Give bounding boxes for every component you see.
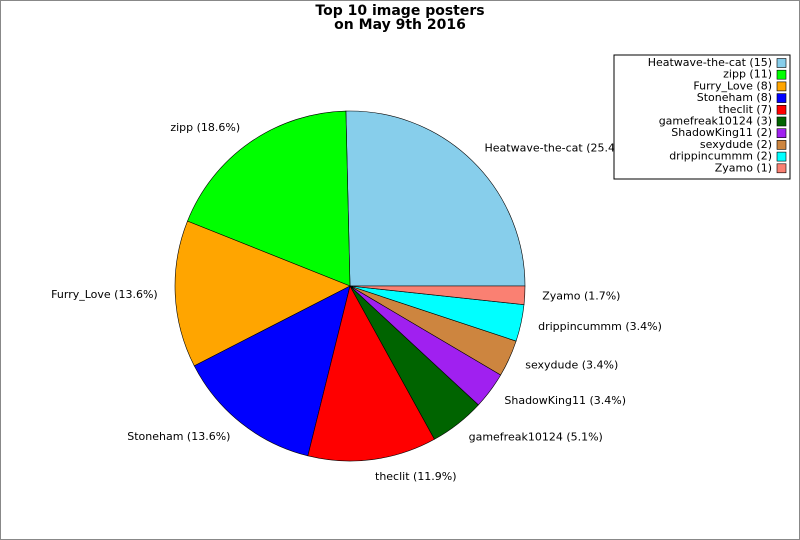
slice-label: ShadowKing11 (3.4%)	[504, 394, 626, 407]
legend-swatch	[776, 69, 787, 80]
legend-label: Zyamo (1)	[715, 161, 772, 174]
chart-subtitle: on May 9th 2016	[334, 17, 466, 33]
legend-label: Heatwave-the-cat (15)	[648, 56, 772, 69]
slice-label: zipp (18.6%)	[170, 121, 240, 134]
legend-swatch	[776, 116, 787, 127]
legend-box	[613, 54, 791, 180]
legend-swatch	[776, 151, 787, 162]
slice-label: Furry_Love (13.6%)	[51, 288, 158, 301]
legend-swatch	[776, 163, 787, 174]
legend-label: gamefreak10124 (3)	[659, 115, 772, 128]
legend-label: theclit (7)	[718, 103, 772, 116]
slice-label: gamefreak10124 (5.1%)	[469, 431, 603, 444]
pie-slice	[307, 285, 435, 462]
chart-title: Top 10 image posters	[315, 3, 484, 19]
slice-label: Heatwave-the-cat (25.4%)	[485, 141, 630, 154]
slice-label: theclit (11.9%)	[375, 470, 457, 483]
legend-swatch	[776, 140, 787, 150]
legend-label: drippincummm (2)	[669, 150, 772, 163]
pie-slice	[345, 110, 526, 287]
legend-label: Furry_Love (8)	[693, 79, 772, 92]
legend-swatch	[776, 128, 787, 138]
legend-label: zipp (11)	[723, 68, 772, 81]
slice-label: Stoneham (13.6%)	[127, 430, 230, 443]
legend-swatch	[776, 105, 787, 115]
slice-label: sexydude (3.4%)	[525, 359, 618, 372]
pie-slice	[187, 110, 351, 287]
legend-swatch	[776, 93, 787, 103]
pie-slice	[174, 220, 351, 367]
legend-label: sexydude (2)	[700, 138, 772, 151]
legend-swatch	[776, 81, 787, 92]
legend-label: ShadowKing11 (2)	[671, 126, 772, 139]
pie-slice	[193, 285, 351, 457]
pie-slice	[349, 285, 526, 305]
slice-label: drippincummm (3.4%)	[538, 320, 662, 333]
slice-label: Zyamo (1.7%)	[542, 289, 620, 302]
legend-swatch	[776, 58, 787, 68]
legend: Heatwave-the-cat (15)zipp (11)Furry_Love…	[613, 54, 791, 180]
legend-label: Stoneham (8)	[697, 91, 772, 104]
